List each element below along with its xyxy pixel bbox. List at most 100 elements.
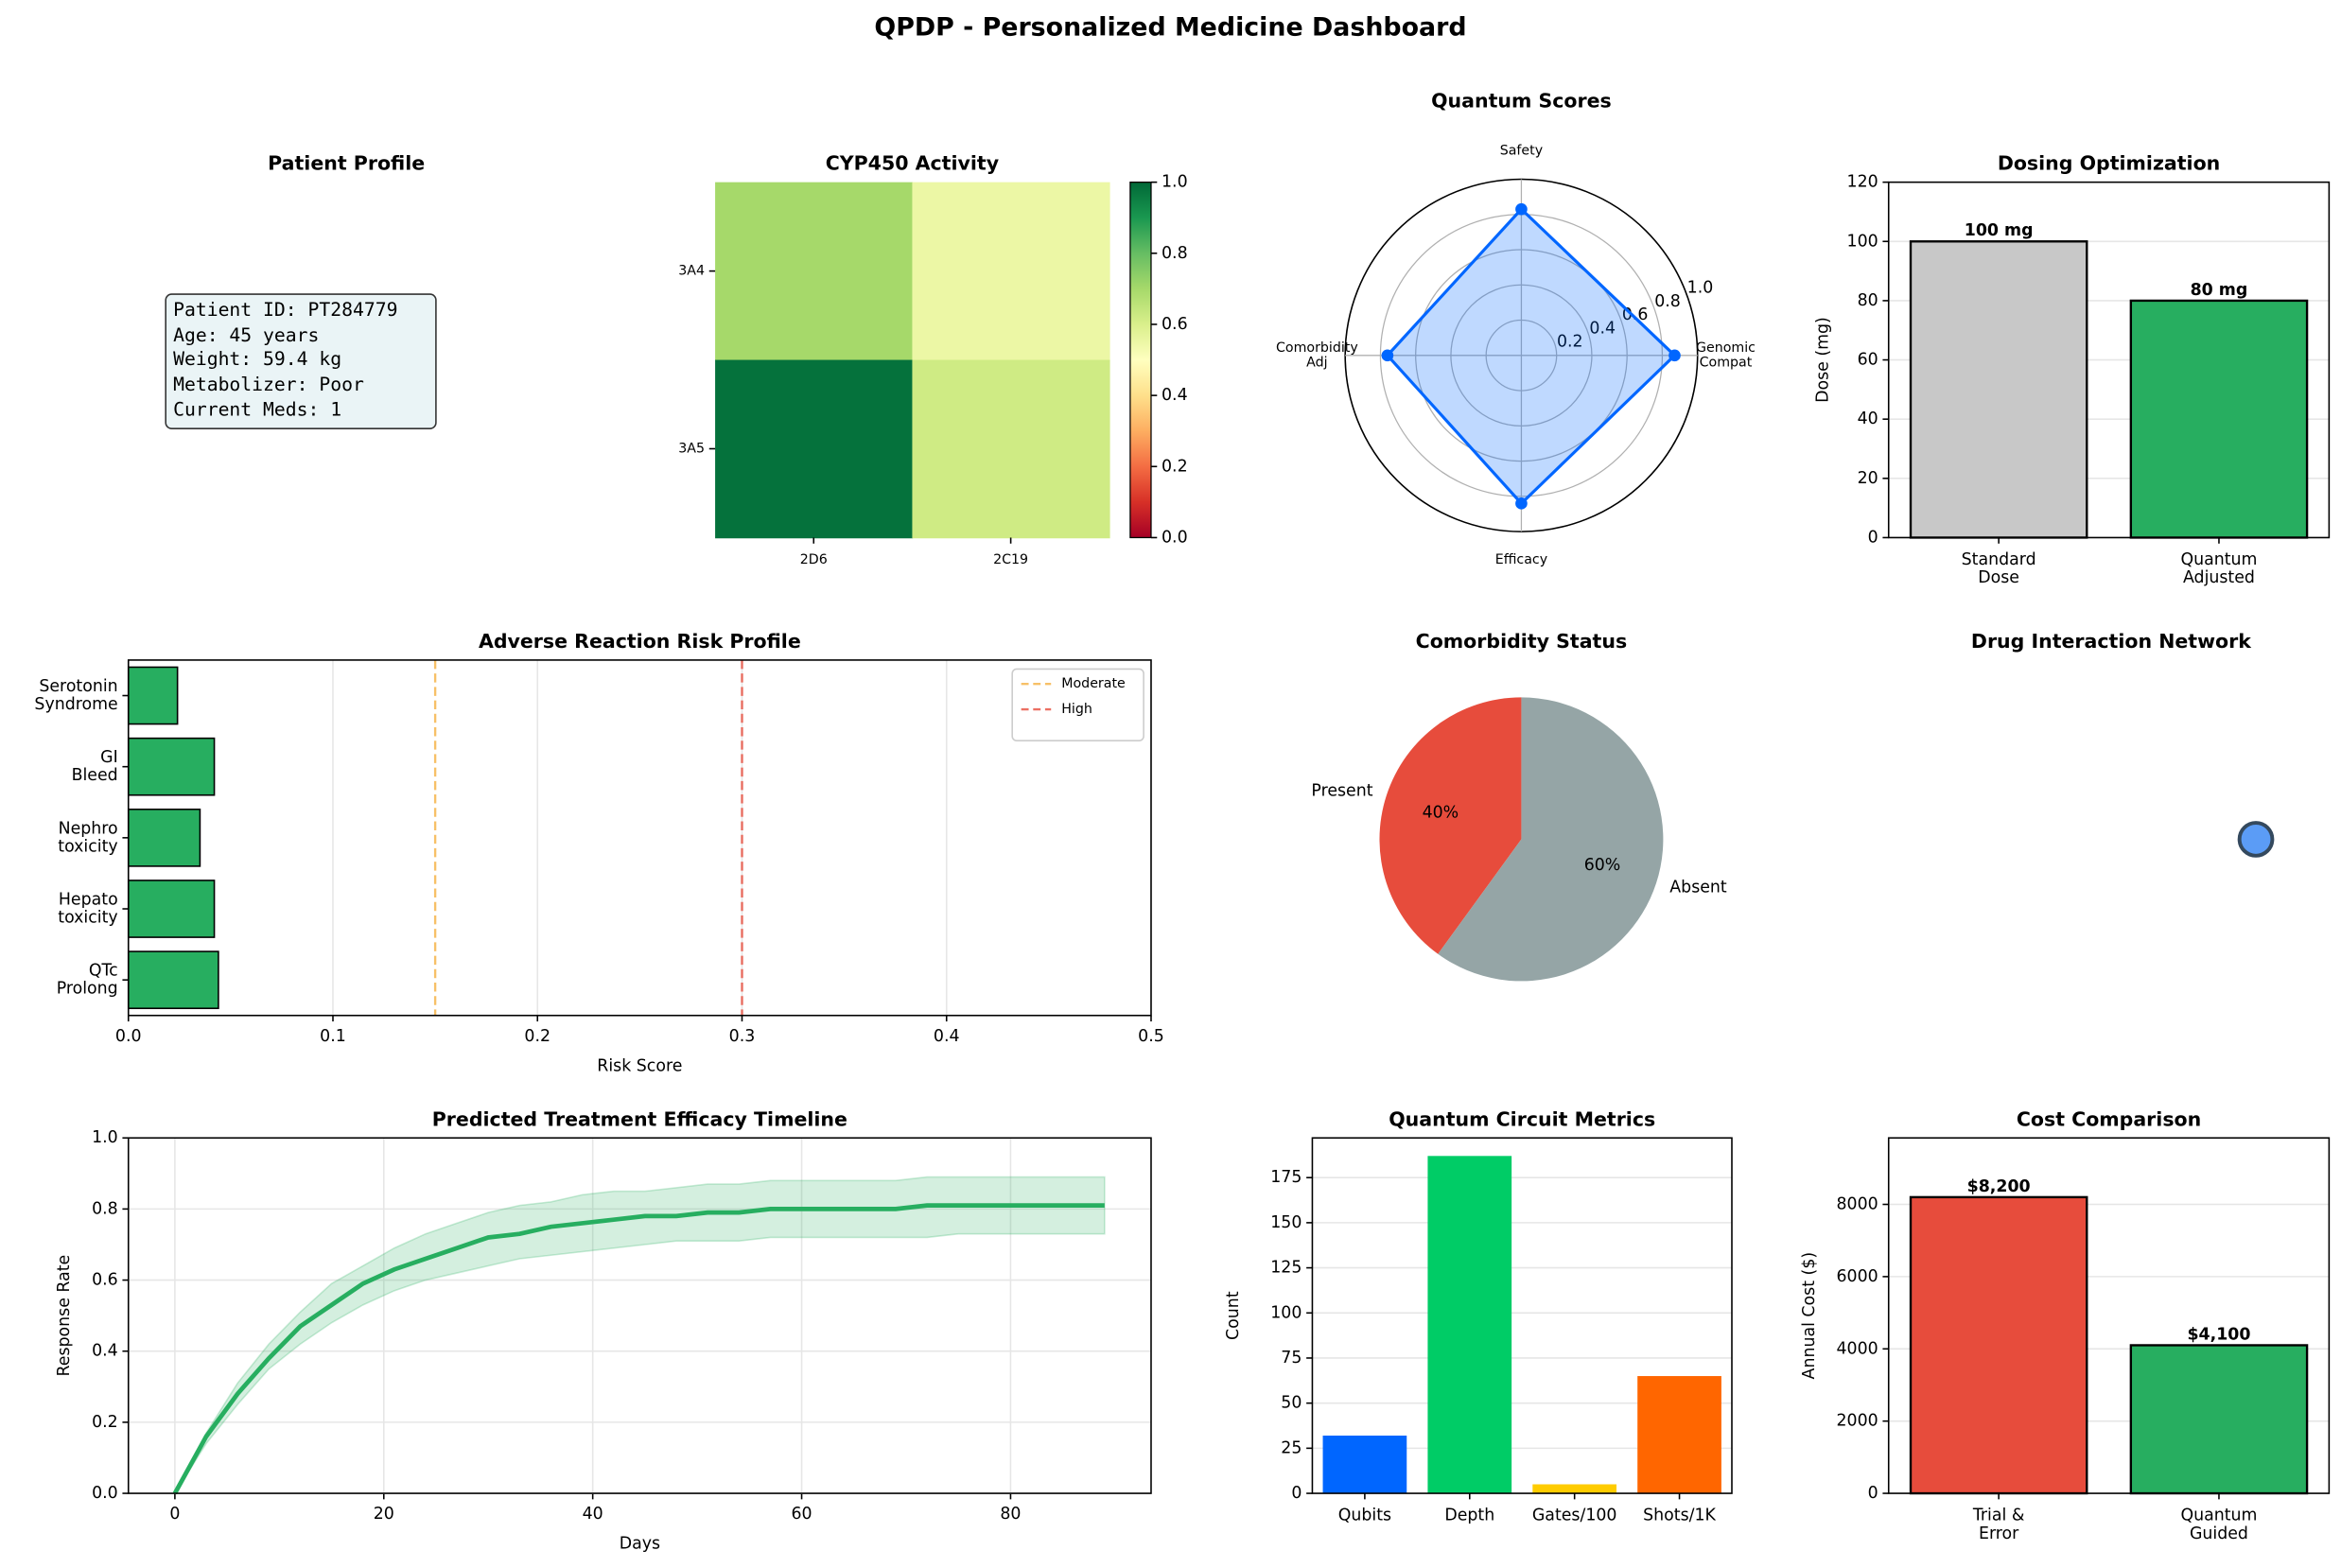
profile-line: Metabolizer: Poor xyxy=(173,374,364,395)
bar xyxy=(2129,1344,2309,1495)
profile-line: Current Meds: 1 xyxy=(173,399,341,421)
radial-tick-label: 0.4 xyxy=(1589,319,1616,338)
y-tick-label: 150 xyxy=(1270,1213,1302,1232)
radar-point xyxy=(1381,349,1394,362)
value-label: $8,200 xyxy=(1967,1177,2031,1196)
y-axis-label: Annual Cost ($) xyxy=(1800,1252,1819,1380)
y-tick-label: GI Bleed xyxy=(72,748,118,785)
y-tick-label: 20 xyxy=(1858,469,1878,488)
heatmap-cell xyxy=(715,182,914,361)
x-tick-label: Depth xyxy=(1444,1507,1494,1525)
x-tick-label: 0.5 xyxy=(1138,1027,1164,1046)
y-tick-label: 100 xyxy=(1270,1303,1302,1322)
x-tick-label: Shots/1K xyxy=(1643,1507,1716,1525)
x-tick-label: Trial & Error xyxy=(1972,1507,2025,1543)
slice-label: Absent xyxy=(1669,878,1727,897)
y-tick-label: 80 xyxy=(1858,291,1878,310)
slice-percent: 40% xyxy=(1423,804,1459,823)
bar xyxy=(1322,1436,1407,1494)
x-tick-label: 0.1 xyxy=(320,1027,346,1046)
text-line: Serotonin xyxy=(39,677,117,696)
legend-box xyxy=(1011,668,1144,741)
x-tick-label: Quantum Adjusted xyxy=(2180,550,2257,587)
y-tick-label: 6000 xyxy=(1837,1267,1878,1286)
x-axis-label: Days xyxy=(620,1535,660,1554)
profile-line: Patient ID: PT284779 xyxy=(173,299,397,321)
radar-point xyxy=(1515,497,1528,510)
bar xyxy=(127,950,219,1010)
chart-title: Comorbidity Status xyxy=(1416,630,1628,653)
x-tick-label: 0.3 xyxy=(729,1027,756,1046)
profile-box xyxy=(165,293,437,429)
x-axis-label: Risk Score xyxy=(597,1056,682,1075)
x-tick-label: Standard Dose xyxy=(1962,550,2036,587)
colorbar-tick-label: 1.0 xyxy=(1162,173,1188,192)
chart-title: Adverse Reaction Risk Profile xyxy=(479,630,801,653)
text-line: Error xyxy=(1979,1524,2019,1543)
y-tick-label: 3A4 xyxy=(678,264,705,279)
profile-line: Age: 45 years xyxy=(173,324,319,346)
slice-percent: 60% xyxy=(1584,856,1621,875)
y-tick-label: 0.6 xyxy=(92,1271,118,1290)
text-line: Syndrome xyxy=(34,695,117,714)
text-line: Adj xyxy=(1306,356,1327,371)
text-line: Hepato xyxy=(59,890,118,909)
y-tick-label: Serotonin Syndrome xyxy=(34,677,117,714)
colorbar-tick-label: 0.0 xyxy=(1162,528,1188,547)
confidence-band xyxy=(174,1176,1106,1494)
chart-title: Quantum Circuit Metrics xyxy=(1389,1107,1655,1130)
legend-label: High xyxy=(1061,702,1092,717)
y-tick-label: 2000 xyxy=(1837,1412,1878,1431)
y-tick-label: 120 xyxy=(1847,173,1878,192)
text-line: GI xyxy=(100,748,118,767)
x-tick-label: 0 xyxy=(169,1505,180,1524)
y-tick-label: 0.8 xyxy=(92,1199,118,1218)
bar xyxy=(1637,1376,1721,1494)
x-tick-label: 0.4 xyxy=(934,1027,960,1046)
y-tick-label: 4000 xyxy=(1837,1339,1878,1358)
chart-title: Drug Interaction Network xyxy=(1971,630,2252,653)
plot-frame xyxy=(127,659,1152,1017)
pie-slice xyxy=(1438,697,1664,982)
x-tick-label: 0.2 xyxy=(524,1027,550,1046)
bar xyxy=(1532,1484,1617,1494)
x-tick-label: Quantum Guided xyxy=(2180,1507,2257,1543)
panel-title: Patient Profile xyxy=(268,152,425,175)
x-tick-label: 80 xyxy=(1000,1505,1021,1524)
slice-label: Present xyxy=(1311,781,1372,800)
y-tick-label: 75 xyxy=(1281,1349,1302,1368)
category-label: Safety xyxy=(1500,144,1543,159)
x-tick-label: 40 xyxy=(583,1505,603,1524)
text-line: Comorbidity xyxy=(1276,340,1358,356)
radial-tick-label: 1.0 xyxy=(1687,279,1714,298)
category-label: Comorbidity Adj xyxy=(1276,340,1358,371)
text-line: Trial & xyxy=(1972,1507,2025,1525)
y-tick-label: 0 xyxy=(1868,528,1878,547)
y-tick-label: Hepato toxicity xyxy=(58,890,117,927)
value-label: $4,100 xyxy=(2187,1325,2250,1344)
x-tick-label: 0.0 xyxy=(115,1027,142,1046)
profile-line: Weight: 59.4 kg xyxy=(173,348,341,370)
colorbar xyxy=(1129,182,1152,539)
category-label: Efficacy xyxy=(1495,552,1547,567)
y-axis-label: Count xyxy=(1224,1291,1243,1340)
y-tick-label: Nephro toxicity xyxy=(58,819,117,856)
text-line: Genomic xyxy=(1696,340,1756,356)
chart-title: Dosing Optimization xyxy=(1998,152,2220,175)
y-tick-label: QTc Prolong xyxy=(57,962,118,999)
chart-title: CYP450 Activity xyxy=(826,152,999,175)
dashboard-title: QPDP - Personalized Medicine Dashboard xyxy=(874,12,1466,42)
chart-title: Predicted Treatment Efficacy Timeline xyxy=(432,1107,847,1130)
y-tick-label: 0.0 xyxy=(92,1484,118,1503)
bar xyxy=(127,666,179,725)
text-line: Prolong xyxy=(57,980,118,999)
radial-tick-label: 0.2 xyxy=(1557,333,1583,352)
chart-title: Cost Comparison xyxy=(2017,1107,2201,1130)
x-tick-label: 60 xyxy=(792,1505,812,1524)
y-tick-label: 100 xyxy=(1847,232,1878,251)
bar xyxy=(127,808,201,867)
text-line: Guided xyxy=(2190,1524,2248,1543)
value-label: 100 mg xyxy=(1965,221,2034,240)
y-tick-label: 0.4 xyxy=(92,1342,118,1361)
pie-slice xyxy=(1379,697,1522,954)
